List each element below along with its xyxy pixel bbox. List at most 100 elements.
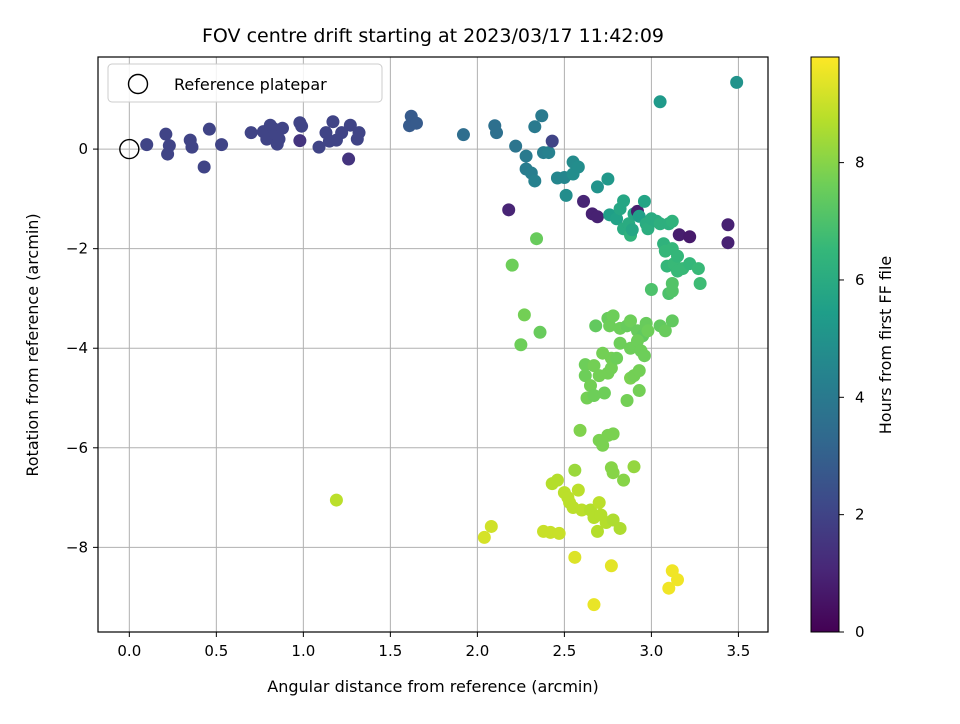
data-point [587,598,601,612]
y-tick-label: −2 [66,240,88,258]
data-point [617,194,631,208]
x-tick-label: 3.0 [639,642,663,660]
data-point [293,134,307,148]
data-point [571,160,585,174]
data-point [514,338,528,352]
data-point [590,180,604,194]
data-point [606,466,620,480]
data-point [637,194,651,208]
data-point [662,581,676,595]
colorbar-tick-label: 6 [855,271,865,289]
colorbar-label: Hours from first FF file [876,256,895,435]
data-point [535,109,549,123]
y-axis-label: Rotation from reference (arcmin) [23,213,42,476]
data-point [632,364,646,378]
data-point [550,473,564,487]
data-point [545,134,559,148]
legend: Reference platepar [107,63,383,103]
colorbar-ticks: 0 2 4 6 8 [839,154,865,641]
data-point [630,334,644,348]
data-point [578,369,592,383]
data-point [197,160,211,174]
data-point [244,126,258,140]
x-axis-label: Angular distance from reference (arcmin) [267,677,598,696]
y-tick-label: 0 [78,140,88,158]
colorbar-gradient [810,56,840,633]
data-point [625,223,639,237]
data-point [606,309,620,323]
data-point [613,521,627,535]
data-point [583,379,597,393]
data-point [343,118,357,132]
data-point [456,128,470,142]
data-point [571,483,585,497]
data-point [627,460,641,474]
x-tick-label: 0.5 [204,642,228,660]
data-point [490,126,504,140]
data-point [326,115,340,129]
y-tick-label: −8 [66,538,88,556]
data-point [552,526,566,540]
data-point [477,530,491,544]
data-point [590,524,604,538]
data-point [505,258,519,272]
data-point [644,282,658,296]
data-point [665,214,679,228]
data-point [604,361,618,375]
data-point [275,121,289,135]
data-point [162,139,176,153]
colorbar-tick-label: 0 [855,623,865,641]
data-point [683,230,697,244]
data-point [721,236,735,250]
grid-lines [98,57,768,632]
x-tick-label: 2.5 [552,642,576,660]
data-points [119,75,744,612]
data-point [533,325,547,339]
data-point [620,394,634,408]
data-point [693,277,707,291]
data-point [613,336,627,350]
legend-marker-reference [127,73,149,95]
data-point [573,423,587,437]
data-point [528,174,542,188]
data-point [671,249,685,263]
data-point [632,384,646,398]
data-point [606,427,620,441]
data-point [641,222,655,236]
data-point [596,438,610,452]
data-point [542,146,556,160]
data-point [637,349,651,363]
plot-frame [97,56,769,633]
data-point [721,218,735,232]
data-point [624,314,638,328]
legend-box [107,63,383,103]
y-tick-label: −4 [66,339,88,357]
data-point [202,122,216,136]
data-point [671,573,685,587]
data-point [530,232,544,246]
data-point [590,210,604,224]
data-point [603,319,617,333]
chart-title: FOV centre drift starting at 2023/03/17 … [202,25,664,47]
x-axis-ticks: 0.0 0.5 1.0 1.5 2.0 2.5 3.0 3.5 [117,632,750,660]
data-point [519,149,533,163]
data-point [517,308,531,322]
data-point [610,351,624,365]
y-tick-label: −6 [66,439,88,457]
data-point [185,140,199,154]
data-point [568,463,582,477]
y-axis-ticks: −8 −6 −4 −2 0 [66,140,98,556]
x-tick-label: 1.0 [291,642,315,660]
data-point [312,140,326,154]
data-point [589,319,603,333]
data-point [587,359,601,373]
data-point [329,493,343,507]
data-point [604,559,618,573]
data-point [335,126,349,140]
data-point [610,212,624,226]
data-point [672,228,686,242]
data-point [641,324,655,338]
data-point [577,194,591,208]
x-tick-label: 0.0 [117,642,141,660]
